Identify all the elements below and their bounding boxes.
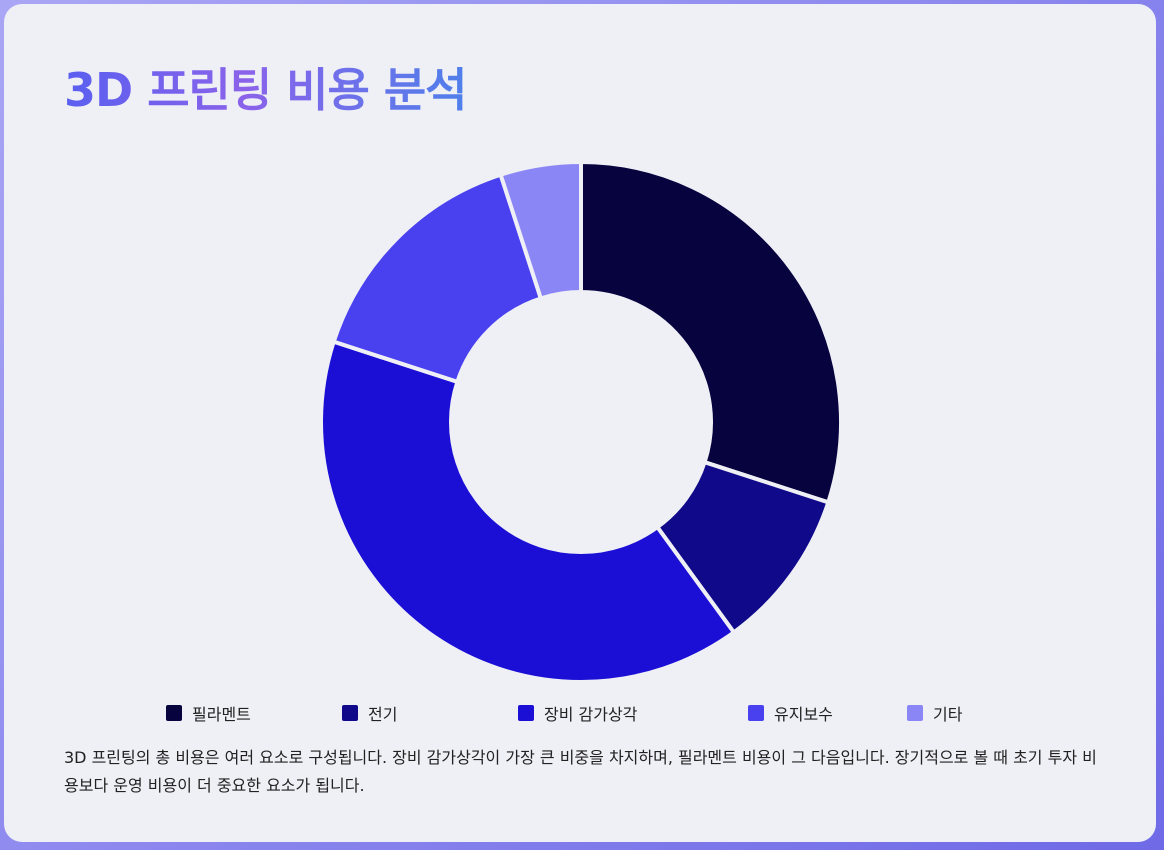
doughnut-chart	[319, 159, 843, 684]
legend-label: 기타	[933, 705, 963, 724]
legend-item-filament[interactable]: 필라멘트	[166, 703, 251, 724]
slice-filament[interactable]	[579, 159, 843, 505]
legend-label: 필라멘트	[192, 705, 251, 724]
legend-label: 유지보수	[774, 705, 833, 724]
chart-card: 3D 프린팅 비용 분석 필라멘트 전기 장비 감가상각 유지보수 기타 3D …	[4, 4, 1156, 842]
legend-item-other[interactable]: 기타	[907, 703, 963, 724]
legend-item-depreciation[interactable]: 장비 감가상각	[518, 703, 638, 724]
legend-label: 장비 감가상각	[544, 705, 638, 724]
legend-swatch	[907, 705, 923, 721]
legend-swatch	[518, 705, 534, 721]
legend-swatch	[748, 705, 764, 721]
chart-description: 3D 프린팅의 총 비용은 여러 요소로 구성됩니다. 장비 감가상각이 가장 …	[64, 748, 1097, 795]
page-title: 3D 프린팅 비용 분석	[64, 54, 467, 120]
legend-item-maintenance[interactable]: 유지보수	[748, 703, 833, 724]
legend-label: 전기	[368, 705, 398, 724]
legend-swatch	[342, 705, 358, 721]
slice-maintenance[interactable]	[331, 172, 544, 385]
legend-item-electricity[interactable]: 전기	[342, 703, 398, 724]
chart-slices	[319, 159, 843, 684]
slice-depreciation[interactable]	[319, 339, 737, 684]
slice-other[interactable]	[498, 159, 583, 301]
legend-swatch	[166, 705, 182, 721]
